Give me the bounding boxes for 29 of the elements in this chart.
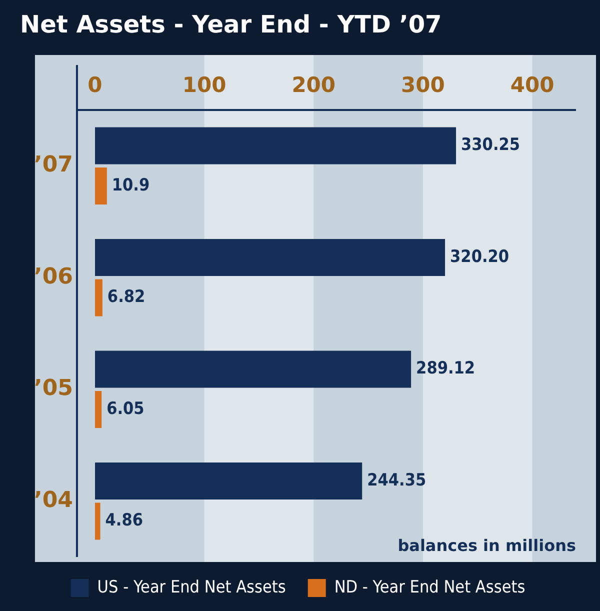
- data-label: 6.82: [107, 287, 146, 308]
- chart-title: Net Assets - Year End - YTD ’07: [20, 10, 442, 39]
- x-tick-label: 400: [510, 72, 554, 97]
- bar: [94, 502, 100, 540]
- x-tick-label: 0: [88, 72, 102, 97]
- data-label: 4.86: [105, 510, 144, 531]
- data-label: 10.9: [112, 175, 150, 196]
- data-label: 330.25: [461, 135, 520, 156]
- y-tick-label: ’05: [34, 376, 73, 402]
- data-label: 6.05: [106, 398, 144, 419]
- bar: [94, 239, 446, 276]
- bar: [94, 279, 102, 316]
- data-label: 244.35: [367, 470, 426, 490]
- bar: [94, 167, 107, 204]
- y-tick-label: ’04: [34, 488, 73, 513]
- legend-label: US - Year End Net Assets: [97, 577, 286, 598]
- x-tick-label: 300: [401, 72, 445, 97]
- bar: [94, 350, 412, 388]
- legend-label: ND - Year End Net Assets: [334, 577, 526, 598]
- bar: [94, 462, 362, 500]
- data-label: 289.12: [416, 358, 476, 379]
- bar: [94, 127, 456, 164]
- y-tick-label: ’06: [34, 264, 73, 290]
- y-tick-label: ’07: [34, 152, 73, 178]
- x-tick-label: 200: [292, 72, 336, 97]
- data-label: 320.20: [450, 246, 510, 267]
- bar: [94, 390, 102, 428]
- annotation: balances in millions: [398, 536, 576, 556]
- x-tick-label: 100: [182, 72, 226, 97]
